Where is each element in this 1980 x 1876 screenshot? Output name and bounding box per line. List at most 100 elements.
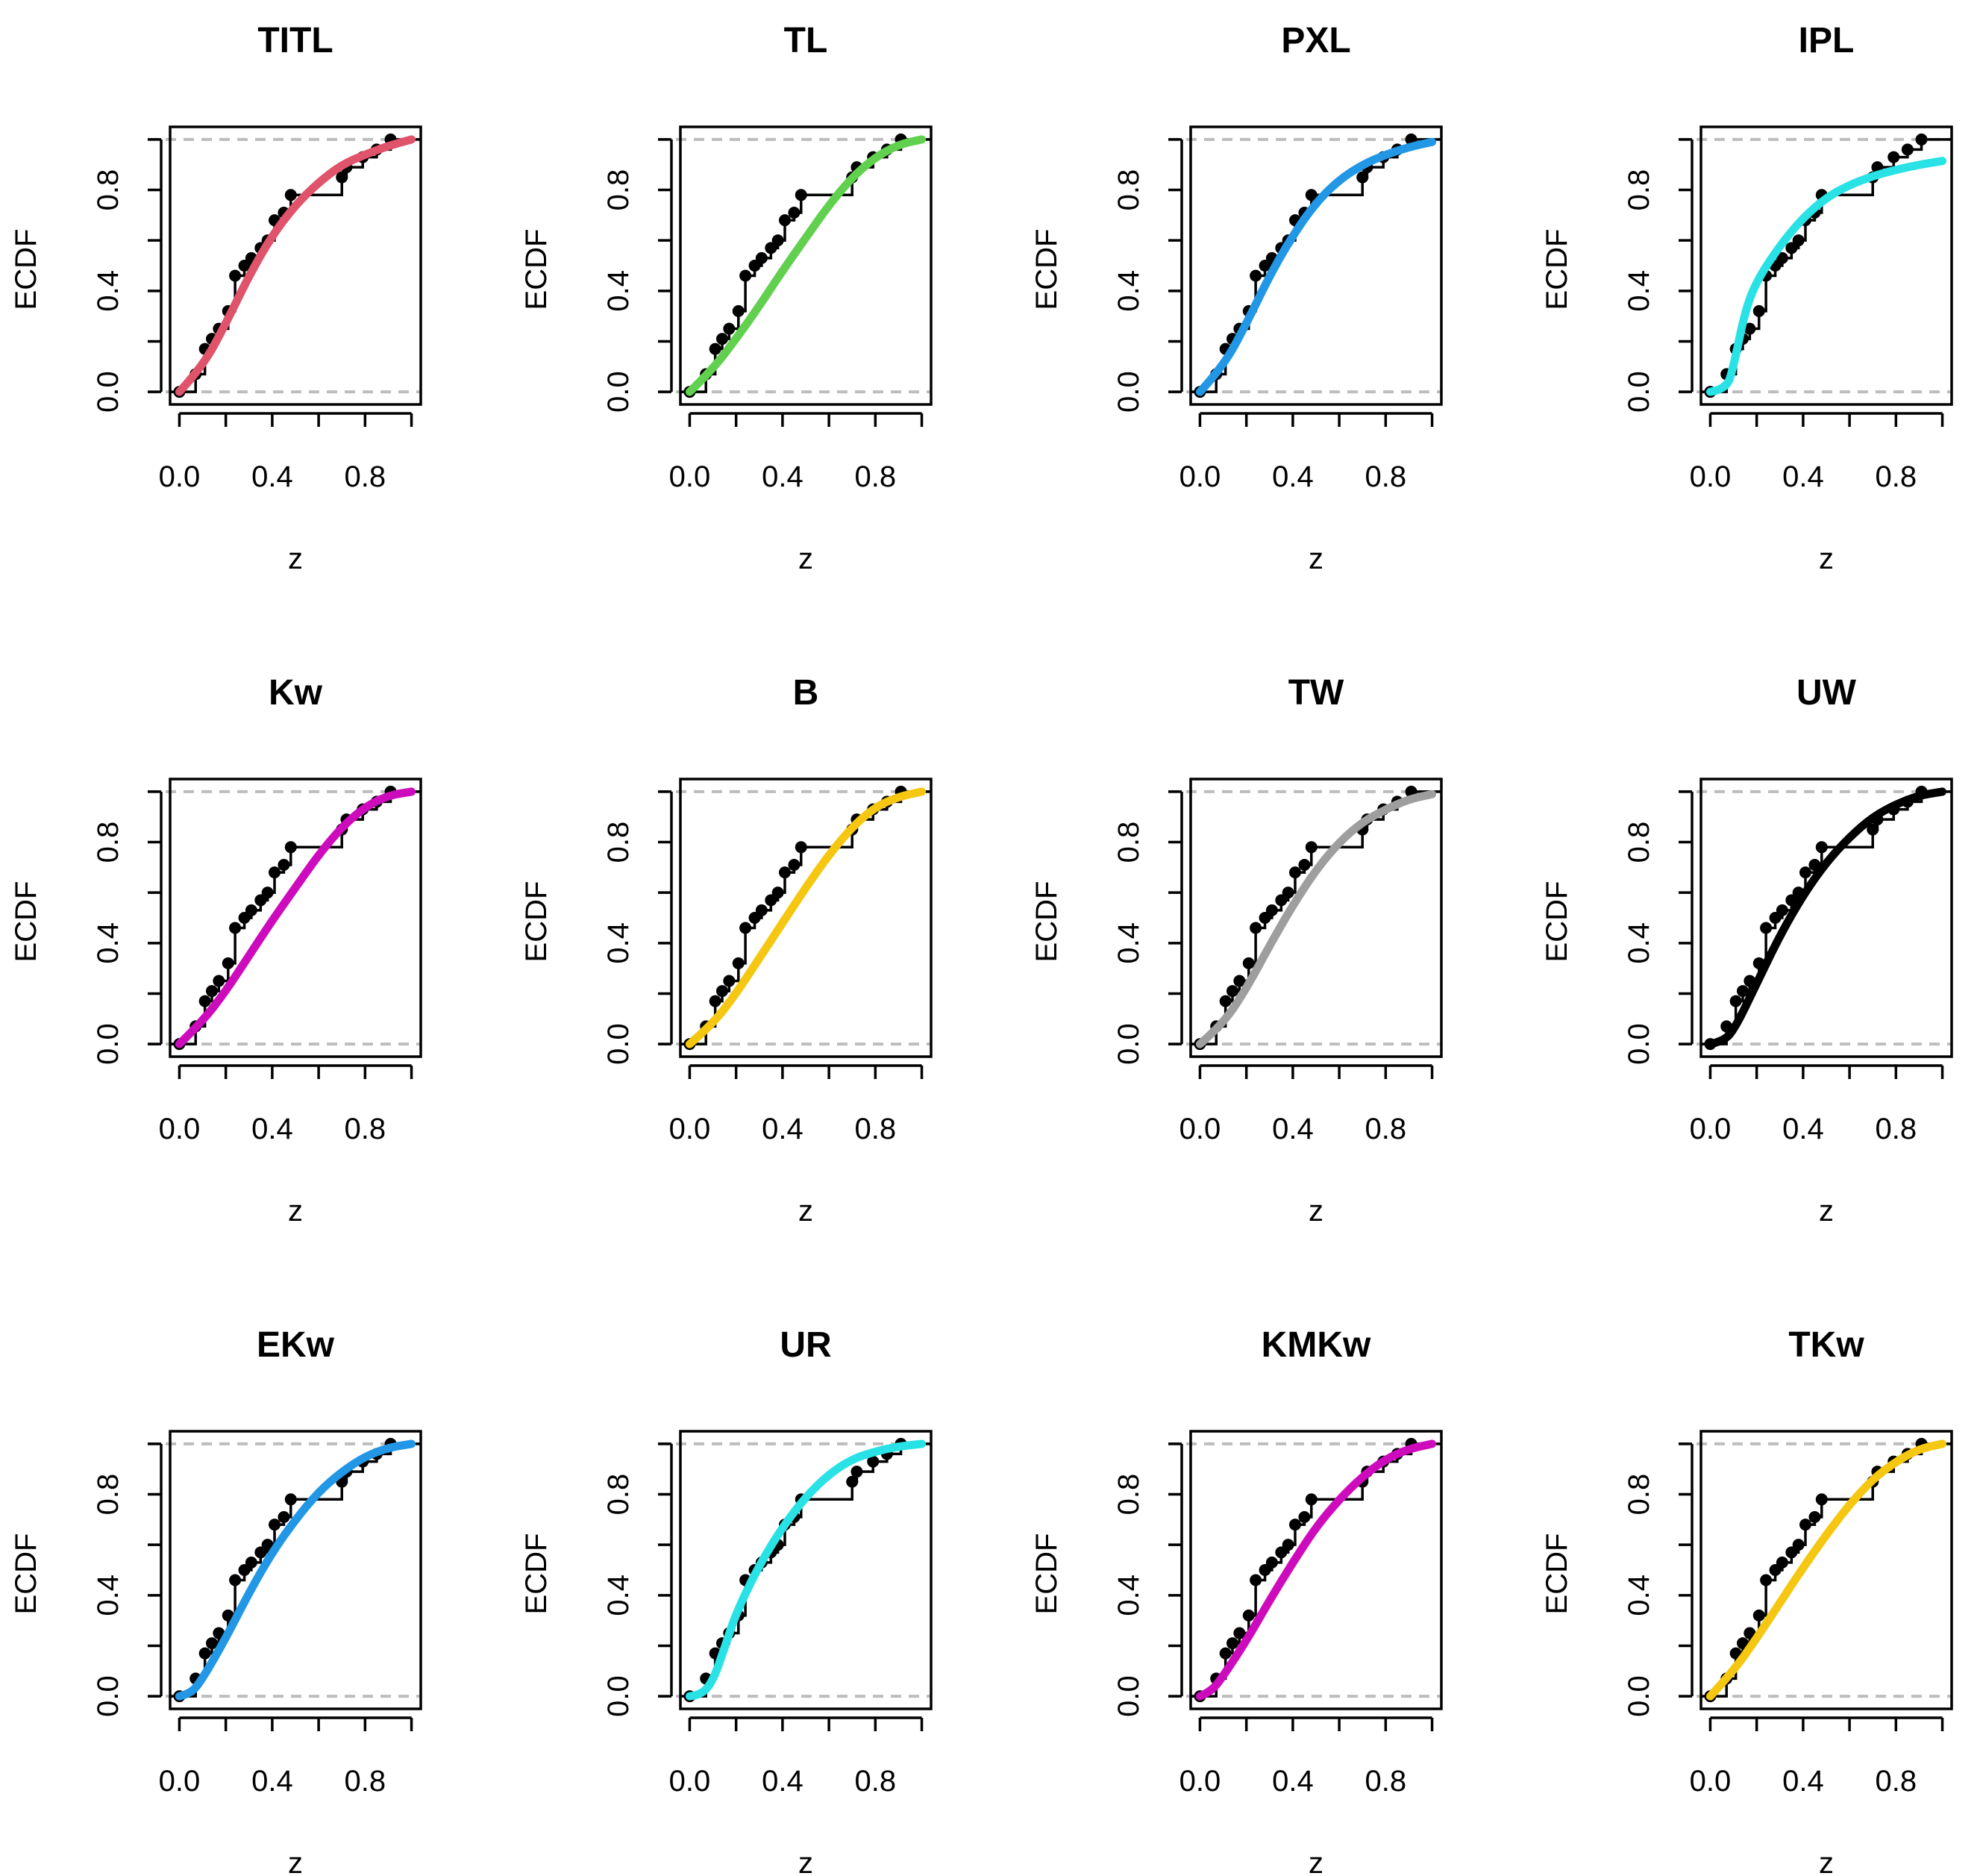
- panel-pxl: PXL 0.0 0.4 0.8 z 0.0 0.4 0.8 ECDF: [1030, 21, 1443, 575]
- ecdf-point: [709, 995, 721, 1007]
- y-axis-label: ECDF: [1541, 229, 1573, 310]
- fitted-cdf-curve: [1705, 1439, 1947, 1701]
- ecdf-point: [284, 841, 297, 854]
- y-tick-label: 0.4: [602, 270, 635, 312]
- x-axis-label: z: [1309, 1847, 1323, 1876]
- panel-ekw: EKw 0.0 0.4 0.8 z 0.0 0.4 0.8 ECDF: [10, 1325, 422, 1876]
- plot-frame: [1699, 1430, 1953, 1710]
- x-axis-label: z: [798, 1195, 813, 1228]
- panel-kmkw: KMKw 0.0 0.4 0.8 z 0.0 0.4 0.8 ECDF: [1030, 1325, 1443, 1876]
- x-tick-label: 0.0: [1690, 1113, 1732, 1145]
- y-tick-label: 0.8: [92, 822, 125, 863]
- x-tick-label: 0.0: [159, 1113, 201, 1145]
- ecdf-point: [238, 260, 251, 272]
- fitted-cdf-curve: [1705, 787, 1947, 1048]
- ecdf-point: [1752, 304, 1765, 317]
- ecdf-point: [1305, 1493, 1318, 1506]
- panel-title: UW: [1796, 673, 1857, 713]
- x-tick-label: 0.0: [1690, 460, 1732, 493]
- ecdf-point: [1744, 322, 1756, 335]
- x-tick-label: 0.0: [159, 1765, 201, 1798]
- x-tick-label: 0.4: [762, 460, 803, 493]
- plot-frame: [169, 778, 422, 1058]
- ecdf-point: [206, 985, 218, 998]
- y-tick-label: 0.8: [602, 1474, 635, 1516]
- x-tick-label: 0.8: [855, 460, 897, 493]
- y-tick-label: 0.4: [602, 922, 635, 964]
- plot-frame: [679, 1430, 933, 1710]
- ecdf-point: [222, 957, 234, 969]
- x-tick-label: 0.4: [1272, 1113, 1314, 1145]
- ecdf-point: [1752, 1609, 1765, 1622]
- y-tick-label: 0.0: [1623, 1023, 1655, 1065]
- y-axis-label: ECDF: [1030, 229, 1063, 310]
- x-tick-label: 0.8: [345, 1765, 386, 1798]
- x-tick-label: 0.0: [1179, 1765, 1221, 1798]
- ecdf-point: [1282, 887, 1294, 899]
- fitted-cdf-curve: [685, 135, 927, 396]
- ecdf-point: [1729, 995, 1742, 1007]
- ecdf-point: [1242, 957, 1255, 969]
- ecdf-point: [1737, 985, 1749, 998]
- y-axis-label: ECDF: [1030, 881, 1063, 963]
- x-tick-label: 0.4: [1782, 1113, 1824, 1145]
- panel-title: B: [793, 673, 819, 713]
- ecdf-point: [269, 866, 281, 879]
- ecdf-point: [1760, 922, 1773, 934]
- ecdf-point: [1815, 1493, 1828, 1506]
- y-axis-label: ECDF: [10, 1533, 43, 1615]
- ecdf-point: [732, 304, 745, 317]
- y-axis-label: ECDF: [1030, 1533, 1063, 1615]
- ecdf-point: [723, 322, 736, 335]
- panel-title: TW: [1288, 673, 1344, 713]
- ecdf-point: [788, 206, 801, 219]
- ecdf-point: [1298, 1510, 1311, 1523]
- x-axis-label: z: [1819, 1847, 1834, 1876]
- x-tick-label: 0.4: [251, 460, 293, 493]
- panel-title: KMKw: [1262, 1325, 1371, 1365]
- plot-frame: [169, 125, 422, 406]
- ecdf-point: [198, 995, 211, 1007]
- fitted-cdf-curve: [1705, 157, 1947, 396]
- x-axis-label: z: [288, 1847, 303, 1876]
- ecdf-point: [222, 1609, 234, 1622]
- x-tick-label: 0.8: [1876, 1765, 1917, 1798]
- fitted-cdf-curve: [1195, 1439, 1437, 1701]
- plot-frame: [169, 1430, 422, 1710]
- ecdf-point: [867, 1455, 880, 1468]
- y-tick-label: 0.4: [1623, 1575, 1655, 1616]
- panel-tkw: TKw 0.0 0.4 0.8 z 0.0 0.4 0.8 ECDF: [1541, 1325, 1953, 1876]
- y-axis-label: ECDF: [10, 229, 43, 310]
- y-tick-label: 0.0: [1623, 371, 1655, 413]
- panel-uw: UW 0.0 0.4 0.8 z 0.0 0.4 0.8 ECDF: [1541, 673, 1953, 1228]
- ecdf-point: [1769, 912, 1782, 924]
- ecdf-point: [245, 1556, 257, 1569]
- y-axis-label: ECDF: [1541, 1533, 1573, 1615]
- ecdf-point: [229, 922, 242, 934]
- y-tick-label: 0.4: [92, 1575, 125, 1616]
- ecdf-point: [245, 904, 257, 916]
- ecdf-point: [1242, 1609, 1255, 1622]
- ecdf-point: [771, 234, 784, 247]
- ecdf-point: [1298, 858, 1311, 871]
- ecdf-point: [765, 894, 777, 907]
- x-tick-label: 0.8: [1365, 1113, 1407, 1145]
- ecdf-point: [1233, 1627, 1246, 1639]
- ecdf-point: [723, 975, 736, 987]
- panel-title: TITL: [257, 21, 333, 60]
- x-axis-label: z: [1309, 1195, 1323, 1228]
- ecdf-point: [1265, 904, 1278, 916]
- x-tick-label: 0.0: [669, 460, 711, 493]
- panel-title: IPL: [1799, 21, 1855, 60]
- y-tick-label: 0.4: [92, 922, 125, 964]
- plot-frame: [1189, 1430, 1443, 1710]
- y-tick-label: 0.8: [1112, 1474, 1145, 1516]
- ecdf-point: [1792, 1539, 1805, 1551]
- ecdf-point: [846, 1475, 859, 1488]
- panel-ur: UR 0.0 0.4 0.8 z 0.0 0.4 0.8 ECDF: [520, 1325, 933, 1876]
- ecdf-point: [1769, 1564, 1782, 1576]
- x-axis-label: z: [1819, 1195, 1834, 1228]
- y-tick-label: 0.8: [602, 169, 635, 211]
- plot-frame: [1189, 125, 1443, 406]
